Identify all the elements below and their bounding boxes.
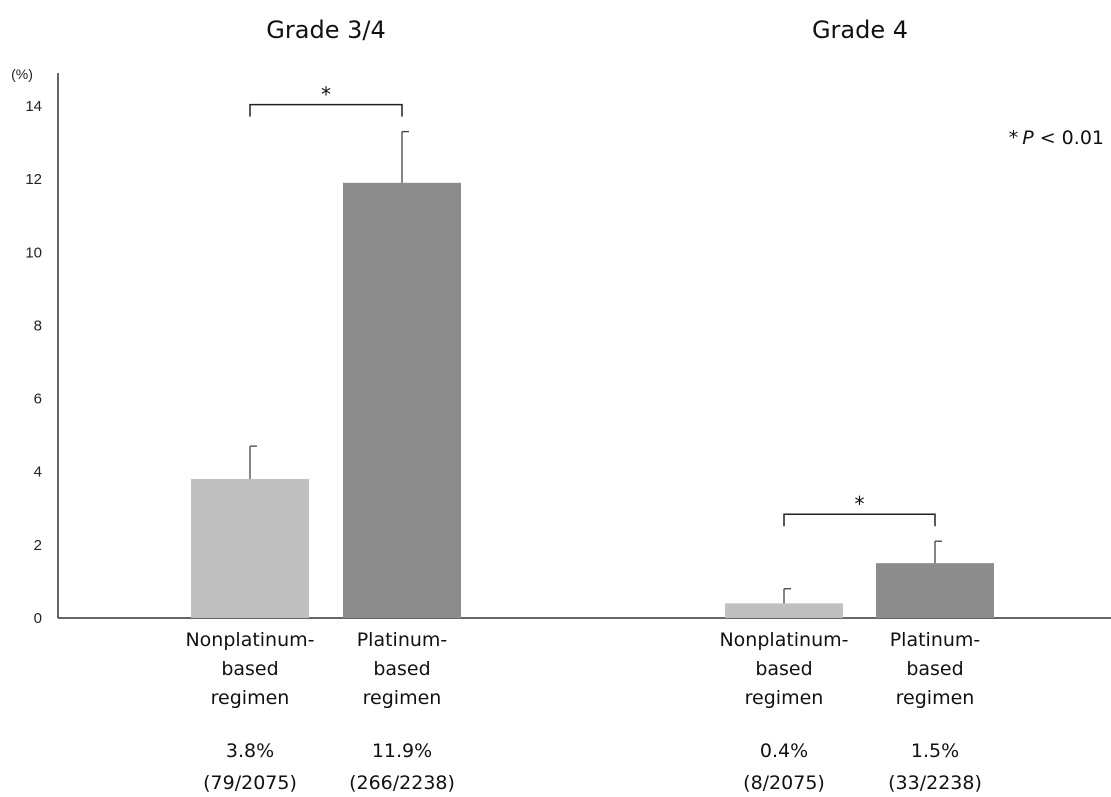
p-value-note: * P < 0.01 bbox=[1009, 127, 1104, 149]
category-label-group1-bar1-line2: regimen bbox=[896, 687, 975, 709]
category-label-group0-bar1-line1: based bbox=[373, 658, 430, 680]
count-label-group1-bar1: (33/2238) bbox=[888, 772, 982, 794]
y-tick-label-7: 14 bbox=[25, 98, 42, 115]
bar-group0-bar0 bbox=[191, 479, 309, 618]
data-label-group1-bar1: 1.5% bbox=[911, 740, 959, 762]
category-labels-layer: Nonplatinum-based regimen 3.8% (79/2075) Pla… bbox=[185, 629, 981, 794]
y-tick-label-6: 12 bbox=[25, 171, 42, 188]
significance-bracket-group0 bbox=[249, 103, 403, 117]
count-label-group0-bar1: (266/2238) bbox=[349, 772, 455, 794]
significance-bracket-group1 bbox=[783, 513, 936, 527]
data-label-group0-bar1: 11.9% bbox=[372, 740, 432, 762]
y-axis-unit: (%) bbox=[11, 66, 33, 82]
category-label-group0-bar0-line0: Nonplatinum- bbox=[185, 629, 314, 651]
significance-layer: ** bbox=[249, 83, 936, 527]
category-label-group1-bar1-line0: Platinum- bbox=[890, 629, 981, 651]
y-tick-label-2: 4 bbox=[34, 464, 42, 481]
data-label-group1-bar0: 0.4% bbox=[760, 740, 808, 762]
category-label-group1-bar0-line2: regimen bbox=[745, 687, 824, 709]
p-note-star: * bbox=[1009, 127, 1019, 149]
count-label-group1-bar0: (8/2075) bbox=[743, 772, 825, 794]
count-label-group0-bar0: (79/2075) bbox=[203, 772, 297, 794]
p-note-italic-p: P bbox=[1022, 127, 1034, 149]
y-tick-label-1: 2 bbox=[34, 537, 42, 554]
bars-layer bbox=[191, 130, 994, 619]
y-tick-label-5: 10 bbox=[25, 244, 42, 261]
bar-group1-bar1 bbox=[876, 563, 994, 618]
significance-star-group1: * bbox=[855, 492, 865, 516]
y-tick-label-3: 6 bbox=[34, 391, 42, 408]
category-label-group1-bar1-line1: based bbox=[906, 658, 963, 680]
y-tick-label-0: 0 bbox=[34, 610, 42, 627]
bar-group1-bar0 bbox=[725, 603, 843, 618]
group-title-grade-3-4: Grade 3/4 bbox=[266, 16, 385, 44]
category-label-group0-bar1-line2: regimen bbox=[363, 687, 442, 709]
category-label-group1-bar0-line1: based bbox=[755, 658, 812, 680]
y-axis-ticks: 0 2 4 6 8 10 12 14 bbox=[25, 98, 42, 627]
group-title-grade-4: Grade 4 bbox=[812, 16, 908, 44]
p-note-rest: < 0.01 bbox=[1034, 127, 1104, 149]
y-tick-label-4: 8 bbox=[34, 317, 42, 334]
bar-group0-bar1 bbox=[343, 182, 461, 619]
data-label-group0-bar0: 3.8% bbox=[226, 740, 274, 762]
category-label-group1-bar0-line0: Nonplatinum- bbox=[719, 629, 848, 651]
category-label-group0-bar0-line1: based bbox=[221, 658, 278, 680]
significance-star-group0: * bbox=[321, 83, 331, 107]
category-label-group0-bar0-line2: regimen bbox=[211, 687, 290, 709]
category-label-group0-bar1-line0: Platinum- bbox=[357, 629, 448, 651]
